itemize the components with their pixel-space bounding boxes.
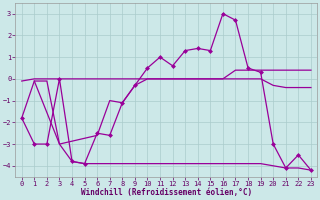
X-axis label: Windchill (Refroidissement éolien,°C): Windchill (Refroidissement éolien,°C) bbox=[81, 188, 252, 197]
